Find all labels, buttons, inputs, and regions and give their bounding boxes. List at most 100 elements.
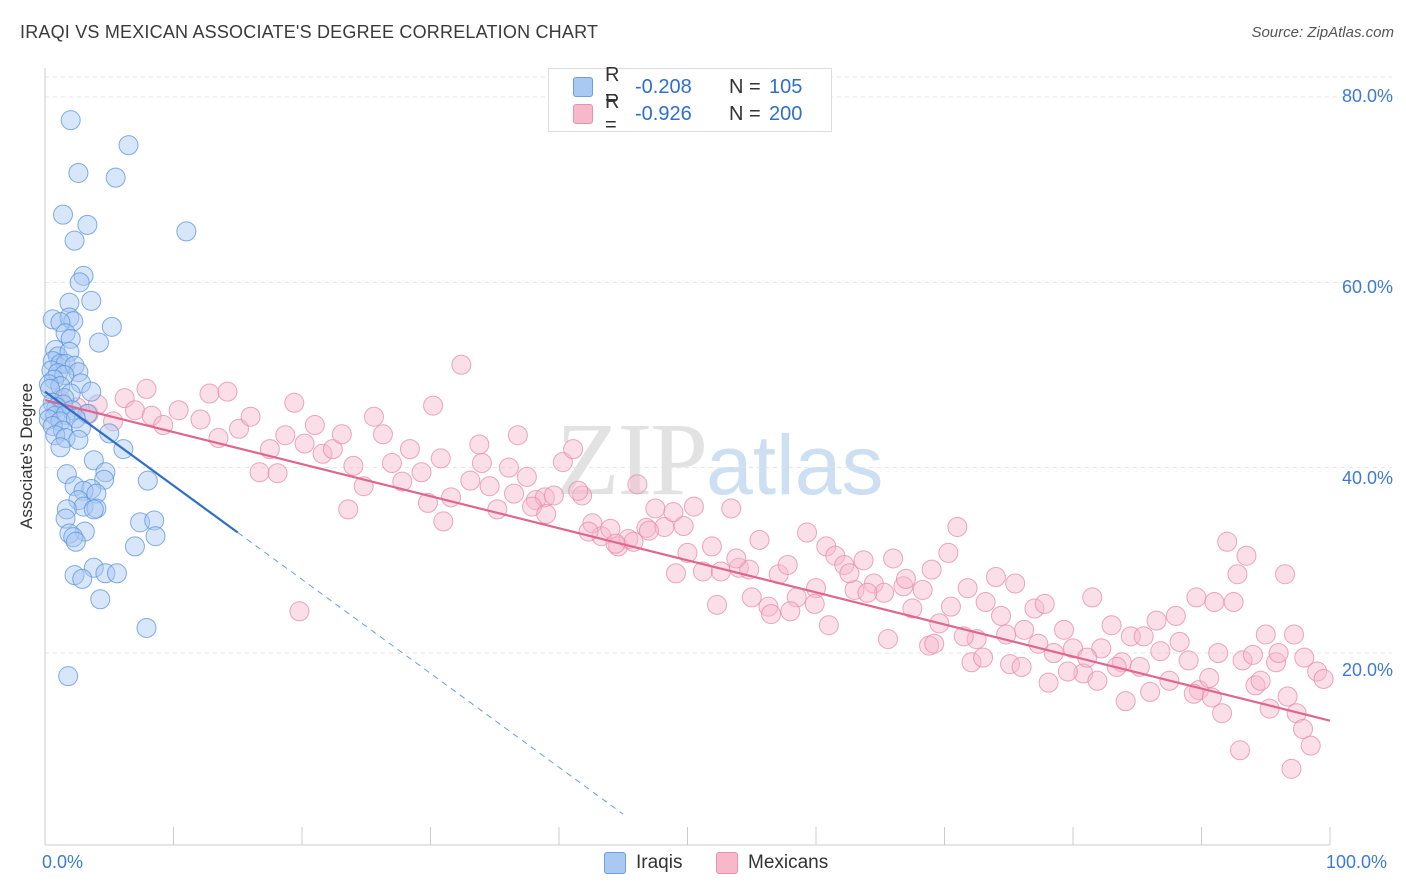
data-point <box>818 615 839 636</box>
legend-row-mexicans: R = -0.926 N = 200 <box>573 91 802 136</box>
legend-row-iraqis: R = -0.208 N = 105 <box>573 64 803 109</box>
y-tick-label: 80.0% <box>1341 86 1393 106</box>
data-point <box>338 499 359 520</box>
iraqis-trend-extension <box>237 532 624 815</box>
data-point <box>1217 531 1238 552</box>
trend-lines <box>44 390 1331 815</box>
data-point <box>145 526 166 547</box>
data-point <box>924 633 945 654</box>
data-point <box>1011 656 1032 677</box>
data-point <box>423 395 444 416</box>
r-value: -0.926 <box>635 102 692 125</box>
data-point <box>673 516 694 537</box>
data-point <box>721 498 742 519</box>
data-point <box>106 563 127 584</box>
data-point <box>938 542 959 563</box>
data-point <box>940 596 961 617</box>
data-point <box>1133 626 1154 647</box>
data-point <box>797 522 818 543</box>
data-point <box>1146 610 1167 631</box>
data-point <box>363 406 384 427</box>
data-point <box>1313 668 1334 689</box>
legend-item-iraqis[interactable]: Iraqis <box>604 852 682 874</box>
data-point <box>136 378 157 399</box>
data-point <box>460 470 481 491</box>
data-point <box>1057 661 1078 682</box>
legend-label: Iraqis <box>636 852 683 873</box>
chart-title: IRAQI VS MEXICAN ASSOCIATE'S DEGREE CORR… <box>20 22 599 42</box>
data-point <box>1236 545 1257 566</box>
data-point <box>1199 668 1220 689</box>
watermark-atlas: atlas <box>706 418 884 512</box>
data-point <box>101 316 122 337</box>
data-point <box>176 221 197 242</box>
data-point <box>73 480 94 501</box>
mexicans-swatch <box>573 104 593 124</box>
n-value: 105 <box>769 75 803 98</box>
y-tick-label: 20.0% <box>1341 660 1393 680</box>
source-label: Source: ZipAtlas.com <box>1251 24 1394 41</box>
data-point <box>1232 650 1253 671</box>
data-point <box>95 563 116 584</box>
data-point <box>1005 573 1026 594</box>
data-point <box>90 589 111 610</box>
data-point <box>124 536 145 557</box>
data-point <box>707 594 728 615</box>
data-point <box>144 510 165 531</box>
data-point <box>59 307 80 328</box>
y-axis-label: Associate's Degree <box>17 383 36 529</box>
data-point <box>451 354 472 375</box>
data-point <box>55 428 76 449</box>
series-legend: Iraqis Mexicans <box>0 852 1406 878</box>
data-point <box>50 437 71 458</box>
data-point <box>498 457 519 478</box>
axes <box>44 68 1331 846</box>
data-point <box>1038 672 1059 693</box>
mexicans-swatch <box>716 852 738 874</box>
legend-item-mexicans[interactable]: Mexicans <box>716 852 828 874</box>
data-point <box>105 167 126 188</box>
data-point <box>627 474 648 495</box>
data-point <box>780 601 801 622</box>
data-point <box>1087 670 1108 691</box>
data-point <box>86 483 107 504</box>
data-point <box>804 593 825 614</box>
r-label: R = <box>605 91 620 136</box>
data-point <box>479 476 500 497</box>
data-point <box>1277 686 1298 707</box>
data-point <box>267 463 288 484</box>
data-point <box>543 485 564 506</box>
iraqis-points <box>38 110 197 687</box>
data-point <box>322 439 343 460</box>
data-point <box>137 470 158 491</box>
data-point <box>895 568 916 589</box>
data-point <box>839 563 860 584</box>
data-point <box>331 424 352 445</box>
data-point <box>77 214 98 235</box>
data-point <box>874 582 895 603</box>
data-point <box>947 516 968 537</box>
data-point <box>1294 647 1315 668</box>
data-point <box>50 312 71 333</box>
data-point <box>381 453 402 474</box>
data-point <box>68 162 89 183</box>
data-point <box>1268 643 1289 663</box>
n-label: N = <box>729 75 761 98</box>
data-point <box>777 554 798 575</box>
data-point <box>893 576 914 597</box>
data-point <box>912 579 933 600</box>
data-point <box>399 439 420 460</box>
data-point <box>81 290 102 311</box>
x-tick-label-min: 0.0% <box>42 852 84 872</box>
data-point <box>217 381 238 402</box>
data-point <box>857 582 878 603</box>
data-point <box>56 464 77 485</box>
data-point <box>663 502 684 523</box>
data-point <box>1300 735 1321 756</box>
data-point <box>95 462 116 483</box>
data-point <box>902 598 923 619</box>
data-point <box>1024 598 1045 619</box>
data-point <box>1275 564 1296 585</box>
data-point <box>469 434 490 455</box>
r-value: -0.208 <box>635 75 692 98</box>
